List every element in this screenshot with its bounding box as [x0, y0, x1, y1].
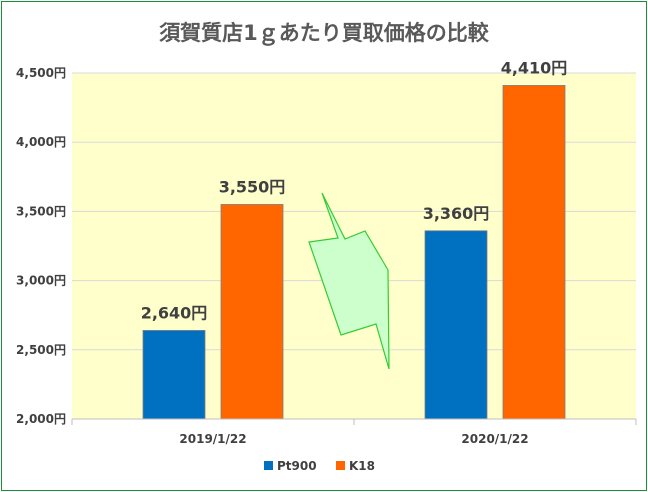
data-label: 2,640円 [141, 303, 208, 322]
y-axis: 2,000円 2,500円 3,000円 3,500円 4,000円 4,500円 [16, 66, 66, 426]
bar-pt900-0 [142, 330, 206, 420]
data-labels: 2,640円 3,550円 3,360円 4,410円 [141, 58, 568, 322]
bar-k18-0 [220, 204, 284, 420]
chart-title: 須賀質店1ｇあたり買取価格の比較 [159, 21, 490, 46]
bar-k18-1 [502, 85, 566, 420]
y-tick-label: 3,000円 [16, 274, 66, 288]
bar-pt900-1 [424, 230, 488, 420]
data-label: 4,410円 [501, 58, 568, 77]
legend-swatch-pt900 [264, 461, 273, 470]
y-tick-label: 2,000円 [16, 412, 66, 426]
y-tick-label: 4,000円 [16, 135, 66, 149]
y-tick-label: 3,500円 [16, 204, 66, 218]
x-axis: 2019/1/22 2020/1/22 [71, 418, 637, 446]
legend: Pt900 K18 [264, 459, 375, 473]
lightning-arrow-shape [308, 192, 390, 370]
bars [142, 85, 566, 420]
legend-label: Pt900 [277, 459, 317, 473]
legend-label: K18 [349, 459, 375, 473]
x-tick-label: 2020/1/22 [461, 432, 528, 446]
data-label: 3,550円 [219, 177, 286, 196]
x-tick-label: 2019/1/22 [179, 432, 246, 446]
y-tick-label: 2,500円 [16, 343, 66, 357]
legend-swatch-k18 [336, 461, 345, 470]
data-label: 3,360円 [423, 204, 490, 223]
y-tick-label: 4,500円 [16, 66, 66, 80]
